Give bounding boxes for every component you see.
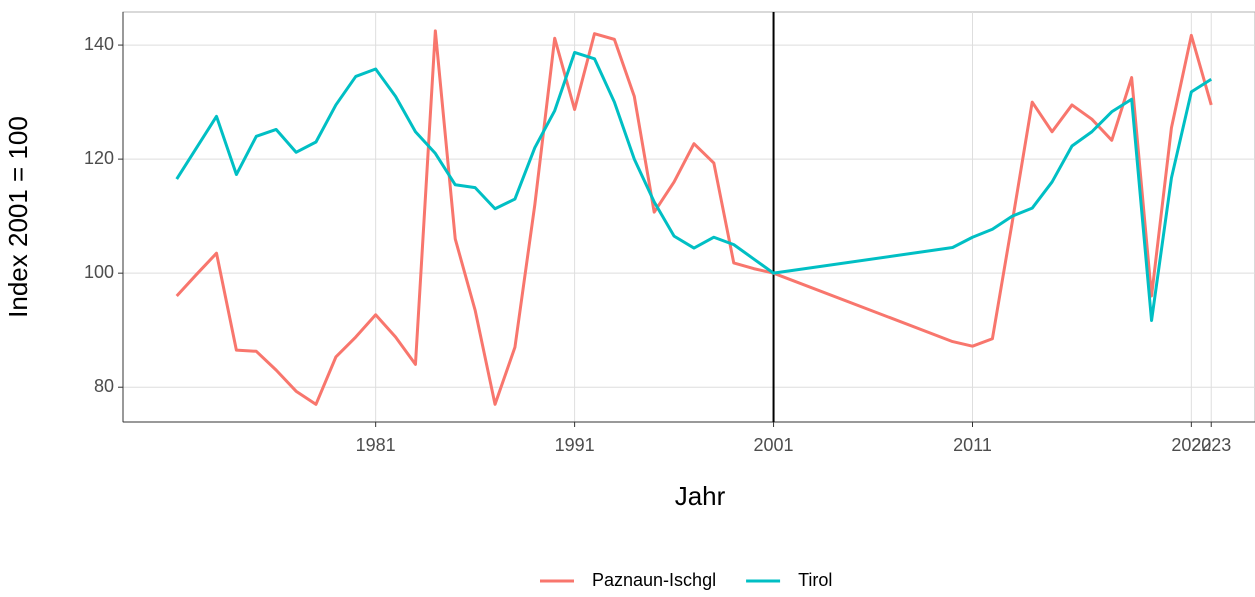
series-line: [175, 29, 1213, 406]
legend-label: Paznaun-Ischgl: [592, 570, 716, 590]
x-tick-label: 2001: [754, 435, 794, 455]
x-tick-label: 1991: [555, 435, 595, 455]
x-axis-label: Jahr: [675, 481, 726, 511]
x-tick-label: 1981: [356, 435, 396, 455]
x-tick-label: 2011: [953, 435, 992, 455]
y-axis-label: Index 2001 = 100: [3, 116, 33, 318]
legend-label: Tirol: [798, 570, 832, 590]
series-line: [175, 50, 1213, 322]
y-tick-label: 120: [84, 148, 114, 168]
y-tick-label: 100: [84, 262, 114, 282]
y-tick-label: 80: [94, 376, 114, 396]
y-tick-label: 140: [84, 34, 114, 54]
panel: [122, 11, 1255, 423]
x-tick-label: 2022: [1171, 435, 1211, 455]
x-tick-label: 2023: [1191, 435, 1231, 455]
